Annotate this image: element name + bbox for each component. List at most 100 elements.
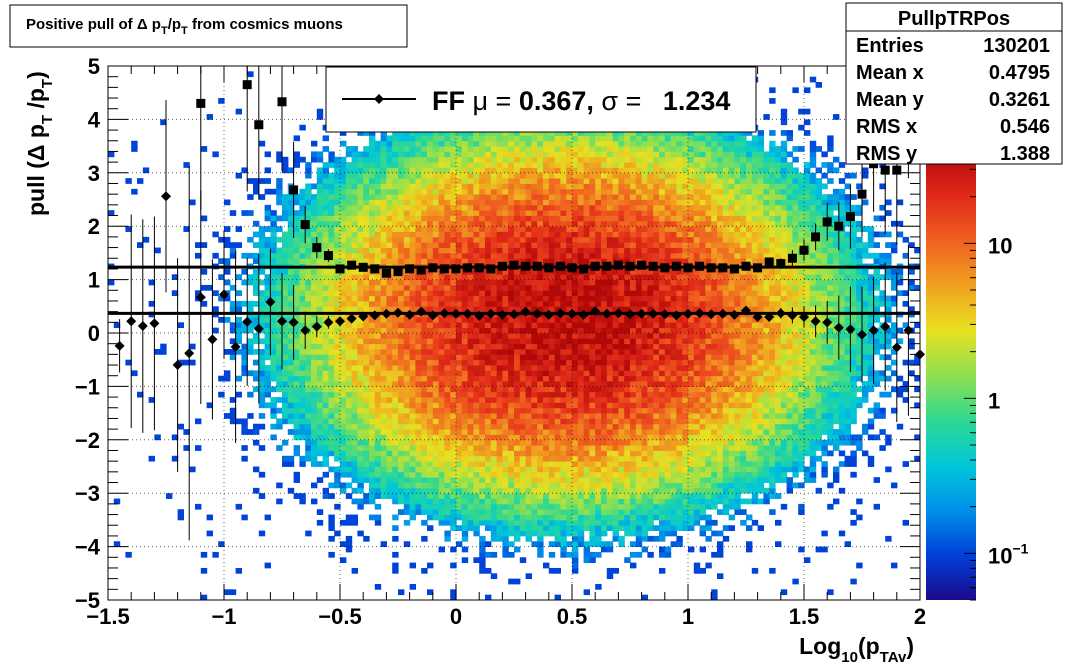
- heatmap-cell: [473, 200, 479, 206]
- heatmap-cell: [613, 397, 619, 403]
- heatmap-cell: [363, 226, 369, 232]
- heatmap-cell: [555, 210, 561, 216]
- heatmap-cell: [601, 408, 607, 414]
- heatmap-cell: [276, 483, 282, 489]
- heatmap-cell: [323, 493, 329, 499]
- heatmap-cell: [543, 162, 549, 168]
- heatmap-cell: [444, 536, 450, 542]
- heatmap-cell: [526, 493, 532, 499]
- heatmap-cell: [415, 440, 421, 446]
- heatmap-cell: [607, 360, 613, 366]
- heatmap-cell: [346, 429, 352, 435]
- heatmap-cell: [398, 440, 404, 446]
- heatmap-cell: [572, 520, 578, 526]
- heatmap-cell: [363, 354, 369, 360]
- heatmap-cell: [328, 280, 334, 286]
- heatmap-cell: [462, 456, 468, 462]
- heatmap-cell: [618, 141, 624, 147]
- heatmap-cell: [259, 354, 265, 360]
- heatmap-cell: [468, 162, 474, 168]
- heatmap-cell: [531, 162, 537, 168]
- heatmap-cell: [375, 285, 381, 291]
- heatmap-cell: [555, 173, 561, 179]
- heatmap-cell: [357, 232, 363, 238]
- heatmap-cell: [555, 429, 561, 435]
- heatmap-cell: [323, 413, 329, 419]
- heatmap-cell: [526, 467, 532, 473]
- heatmap-cell: [456, 413, 462, 419]
- heatmap-cell: [282, 354, 288, 360]
- heatmap-cell: [282, 248, 288, 254]
- heatmap-cell: [578, 424, 584, 430]
- heatmap-cell: [508, 253, 514, 259]
- heatmap-cell: [270, 253, 276, 259]
- heatmap-cell: [473, 440, 479, 446]
- heatmap-cell: [520, 205, 526, 211]
- heatmap-cell: [415, 392, 421, 398]
- heatmap-cell: [299, 386, 305, 392]
- heatmap-cell: [392, 536, 398, 542]
- heatmap-cell: [288, 456, 294, 462]
- heatmap-cell: [485, 200, 491, 206]
- heatmap-cell: [456, 429, 462, 435]
- heatmap-cell: [456, 493, 462, 499]
- heatmap-cell: [618, 322, 624, 328]
- heatmap-cell: [485, 456, 491, 462]
- heatmap-cell: [340, 429, 346, 435]
- heatmap-cell: [363, 493, 369, 499]
- heatmap-cell: [392, 477, 398, 483]
- heatmap-cell: [613, 338, 619, 344]
- heatmap-cell: [584, 354, 590, 360]
- heatmap-cell: [415, 296, 421, 302]
- heatmap-cell: [410, 210, 416, 216]
- heatmap-cell: [497, 253, 503, 259]
- heatmap-cell: [340, 306, 346, 312]
- heatmap-cell: [340, 157, 346, 163]
- heatmap-cell: [543, 563, 549, 569]
- heatmap-cell: [589, 467, 595, 473]
- heatmap-cell: [560, 167, 566, 173]
- heatmap-cell: [543, 531, 549, 537]
- heatmap-cell: [485, 141, 491, 147]
- heatmap-cell: [537, 472, 543, 478]
- heatmap-cell: [520, 450, 526, 456]
- heatmap-cell: [410, 429, 416, 435]
- heatmap-cell: [479, 429, 485, 435]
- heatmap-cell: [456, 515, 462, 521]
- heatmap-cell: [363, 248, 369, 254]
- heatmap-cell: [444, 402, 450, 408]
- heatmap-cell: [479, 568, 485, 574]
- heatmap-cell: [462, 392, 468, 398]
- heatmap-cell: [537, 536, 543, 542]
- heatmap-cell: [485, 440, 491, 446]
- heatmap-cell: [299, 365, 305, 371]
- heatmap-cell: [311, 408, 317, 414]
- heatmap-cell: [149, 456, 155, 462]
- heatmap-cell: [363, 461, 369, 467]
- heatmap-cell: [247, 392, 253, 398]
- heatmap-cell: [421, 376, 427, 382]
- heatmap-cell: [549, 413, 555, 419]
- heatmap-cell: [381, 477, 387, 483]
- heatmap-cell: [381, 285, 387, 291]
- heatmap-cell: [433, 493, 439, 499]
- heatmap-cell: [189, 344, 195, 350]
- heatmap-cell: [555, 296, 561, 302]
- heatmap-cell: [537, 520, 543, 526]
- heatmap-cell: [404, 467, 410, 473]
- heatmap-cell: [212, 151, 218, 157]
- heatmap-cell: [415, 317, 421, 323]
- heatmap-cell: [508, 242, 514, 248]
- heatmap-cell: [311, 440, 317, 446]
- heatmap-cell: [560, 365, 566, 371]
- heatmap-cell: [317, 418, 323, 424]
- heatmap-cell: [514, 290, 520, 296]
- heatmap-cell: [549, 135, 555, 141]
- heatmap-cell: [282, 397, 288, 403]
- heatmap-cell: [485, 146, 491, 152]
- heatmap-cell: [363, 402, 369, 408]
- heatmap-cell: [485, 354, 491, 360]
- heatmap-cell: [166, 493, 172, 499]
- heatmap-cell: [549, 520, 555, 526]
- heatmap-cell: [543, 360, 549, 366]
